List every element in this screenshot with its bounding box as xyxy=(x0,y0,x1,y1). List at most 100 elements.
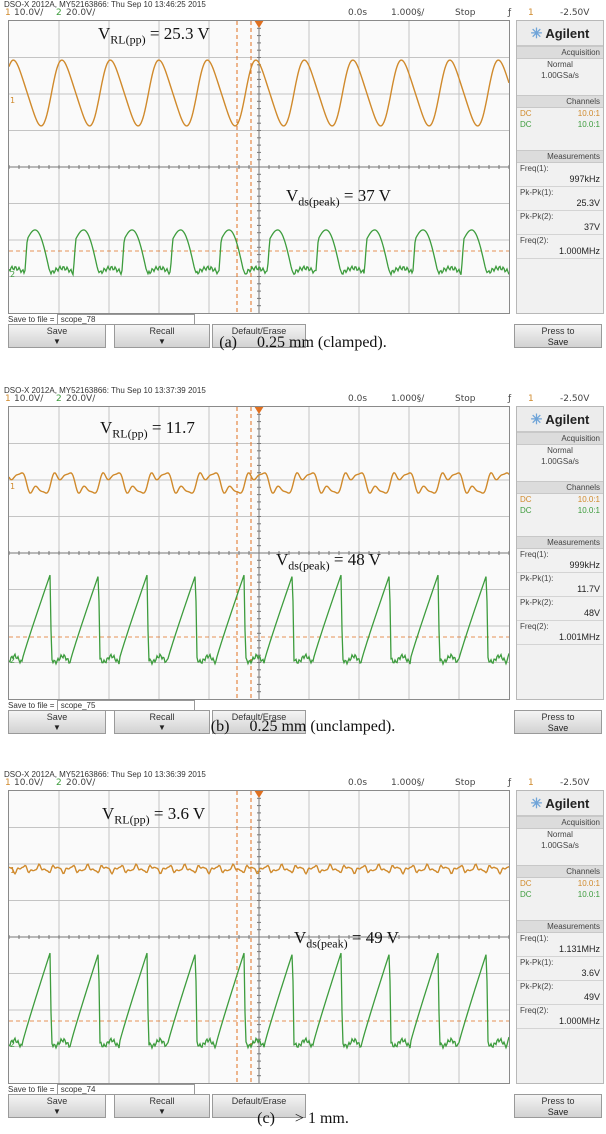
scope-header: DSO-X 2012A, MY52163866: Thu Sep 10 13:3… xyxy=(4,386,206,395)
meas-value: 48V xyxy=(517,608,603,621)
waveform-graph: 12 xyxy=(9,21,509,313)
vds-annotation: Vds(peak) = 48 V xyxy=(276,550,381,573)
trigger-icon: ƒ xyxy=(508,778,512,788)
ch1-number[interactable]: 1 xyxy=(5,394,11,404)
vds-annotation: Vds(peak) = 49 V xyxy=(294,928,399,951)
time-scale[interactable]: 1.000§/ xyxy=(391,778,425,788)
acq-mode: Normal xyxy=(547,60,573,69)
meas-value: 999kHz xyxy=(517,560,603,573)
save-softkey[interactable]: Save ▼ xyxy=(8,710,106,734)
brand-logo: ✳ Agilent xyxy=(517,791,603,816)
time-scale[interactable]: 1.000§/ xyxy=(391,8,425,18)
trigger-position-marker xyxy=(254,21,264,28)
time-offset[interactable]: 0.0s xyxy=(348,394,368,404)
save-to-file: Save to file = scope_78 xyxy=(8,314,212,325)
press-to-save-softkey[interactable]: Press to Save xyxy=(514,710,602,734)
measurements-header: Measurements xyxy=(517,150,603,163)
press-to-save-softkey[interactable]: Press to Save xyxy=(514,324,602,348)
save-to-file: Save to file = scope_74 xyxy=(8,1084,212,1095)
meas-value: 49V xyxy=(517,992,603,1005)
recall-softkey[interactable]: Recall ▼ xyxy=(114,1094,210,1118)
ch2-ground-marker: 2 xyxy=(10,656,15,665)
trigger-icon: ƒ xyxy=(508,394,512,404)
scope-status-bar: 1 10.0V/ 2 20.0V/ 0.0s 1.000§/ Stop ƒ 1 … xyxy=(0,394,606,405)
meas-label: Freq(1): xyxy=(520,164,549,173)
default-erase-softkey[interactable]: Default/Erase xyxy=(212,710,306,734)
agilent-star-icon: ✳ xyxy=(530,25,543,41)
save-to-file: Save to file = scope_75 xyxy=(8,700,212,711)
press-to-save-softkey[interactable]: Press to Save xyxy=(514,1094,602,1118)
ch2-ground-marker: 2 xyxy=(10,270,15,279)
trigger-level[interactable]: -2.50V xyxy=(560,394,590,404)
measurements-header: Measurements xyxy=(517,920,603,933)
chan1-row: DC 10.0:1 xyxy=(520,109,600,118)
side-panel: ✳ Agilent Acquisition Normal 1.00GSa/s Ch… xyxy=(516,790,604,1084)
figure-caption: (b) 0.25 mm (unclamped). xyxy=(210,718,396,735)
vds-annotation: Vds(peak) = 37 V xyxy=(286,186,391,209)
save-softkey[interactable]: Save ▼ xyxy=(8,1094,106,1118)
recall-softkey[interactable]: Recall ▼ xyxy=(114,324,210,348)
recall-softkey[interactable]: Recall ▼ xyxy=(114,710,210,734)
time-scale[interactable]: 1.000§/ xyxy=(391,394,425,404)
save-softkey[interactable]: Save ▼ xyxy=(8,324,106,348)
trigger-position-marker xyxy=(254,407,264,414)
down-arrow-icon: ▼ xyxy=(158,1107,166,1116)
run-state[interactable]: Stop xyxy=(455,8,476,18)
ch1-ground-marker: 1 xyxy=(10,866,15,875)
default-erase-softkey[interactable]: Default/Erase xyxy=(212,1094,306,1118)
acquisition-header: Acquisition xyxy=(517,816,603,829)
ch1-scale[interactable]: 10.0V/ xyxy=(14,8,44,18)
ch2-number[interactable]: 2 xyxy=(56,8,62,18)
meas-value: 3.6V xyxy=(517,968,603,981)
down-arrow-icon: ▼ xyxy=(53,723,61,732)
ch2-number[interactable]: 2 xyxy=(56,394,62,404)
channels-header: Channels xyxy=(517,481,603,494)
trigger-level[interactable]: -2.50V xyxy=(560,778,590,788)
ch1-ground-marker: 1 xyxy=(10,96,15,105)
meas-value: 1.131MHz xyxy=(517,944,603,957)
vrl-annotation: VRL(pp) = 25.3 V xyxy=(98,24,210,47)
ch2-number[interactable]: 2 xyxy=(56,778,62,788)
run-state[interactable]: Stop xyxy=(455,778,476,788)
figure-caption: (c) > 1 mm. xyxy=(257,1110,349,1127)
scope-panel-a: DSO-X 2012A, MY52163866: Thu Sep 10 13:4… xyxy=(0,0,606,356)
side-panel: ✳ Agilent Acquisition Normal 1.00GSa/s Ch… xyxy=(516,406,604,700)
ch2-scale[interactable]: 20.0V/ xyxy=(66,8,96,18)
ch1-waveform xyxy=(9,59,509,127)
ch1-scale[interactable]: 10.0V/ xyxy=(14,394,44,404)
chan2-row: DC 10.0:1 xyxy=(520,506,600,515)
agilent-star-icon: ✳ xyxy=(530,795,543,811)
trigger-channel[interactable]: 1 xyxy=(528,394,534,404)
trigger-level[interactable]: -2.50V xyxy=(560,8,590,18)
meas-label: Pk-Pk(2): xyxy=(520,598,554,607)
trigger-channel[interactable]: 1 xyxy=(528,8,534,18)
waveform-graph: 12 xyxy=(9,407,509,699)
meas-label: Pk-Pk(1): xyxy=(520,574,554,583)
default-erase-softkey[interactable]: Default/Erase xyxy=(212,324,306,348)
ch1-number[interactable]: 1 xyxy=(5,8,11,18)
ch2-waveform xyxy=(9,229,509,277)
time-offset[interactable]: 0.0s xyxy=(348,778,368,788)
meas-label: Pk-Pk(2): xyxy=(520,212,554,221)
ch1-scale[interactable]: 10.0V/ xyxy=(14,778,44,788)
meas-value: 25.3V xyxy=(517,198,603,211)
ch1-number[interactable]: 1 xyxy=(5,778,11,788)
acquisition-header: Acquisition xyxy=(517,46,603,59)
ch2-scale[interactable]: 20.0V/ xyxy=(66,778,96,788)
meas-value: 1.001MHz xyxy=(517,632,603,645)
trigger-channel[interactable]: 1 xyxy=(528,778,534,788)
down-arrow-icon: ▼ xyxy=(53,1107,61,1116)
acq-rate: 1.00GSa/s xyxy=(541,457,579,466)
time-offset[interactable]: 0.0s xyxy=(348,8,368,18)
ch1-waveform xyxy=(9,471,509,495)
chan2-row: DC 10.0:1 xyxy=(520,120,600,129)
run-state[interactable]: Stop xyxy=(455,394,476,404)
ch2-scale[interactable]: 20.0V/ xyxy=(66,394,96,404)
ch1-ground-marker: 1 xyxy=(10,482,15,491)
ch1-waveform xyxy=(9,863,509,876)
scope-panel-c: DSO-X 2012A, MY52163866: Thu Sep 10 13:3… xyxy=(0,770,606,1127)
acq-mode: Normal xyxy=(547,830,573,839)
